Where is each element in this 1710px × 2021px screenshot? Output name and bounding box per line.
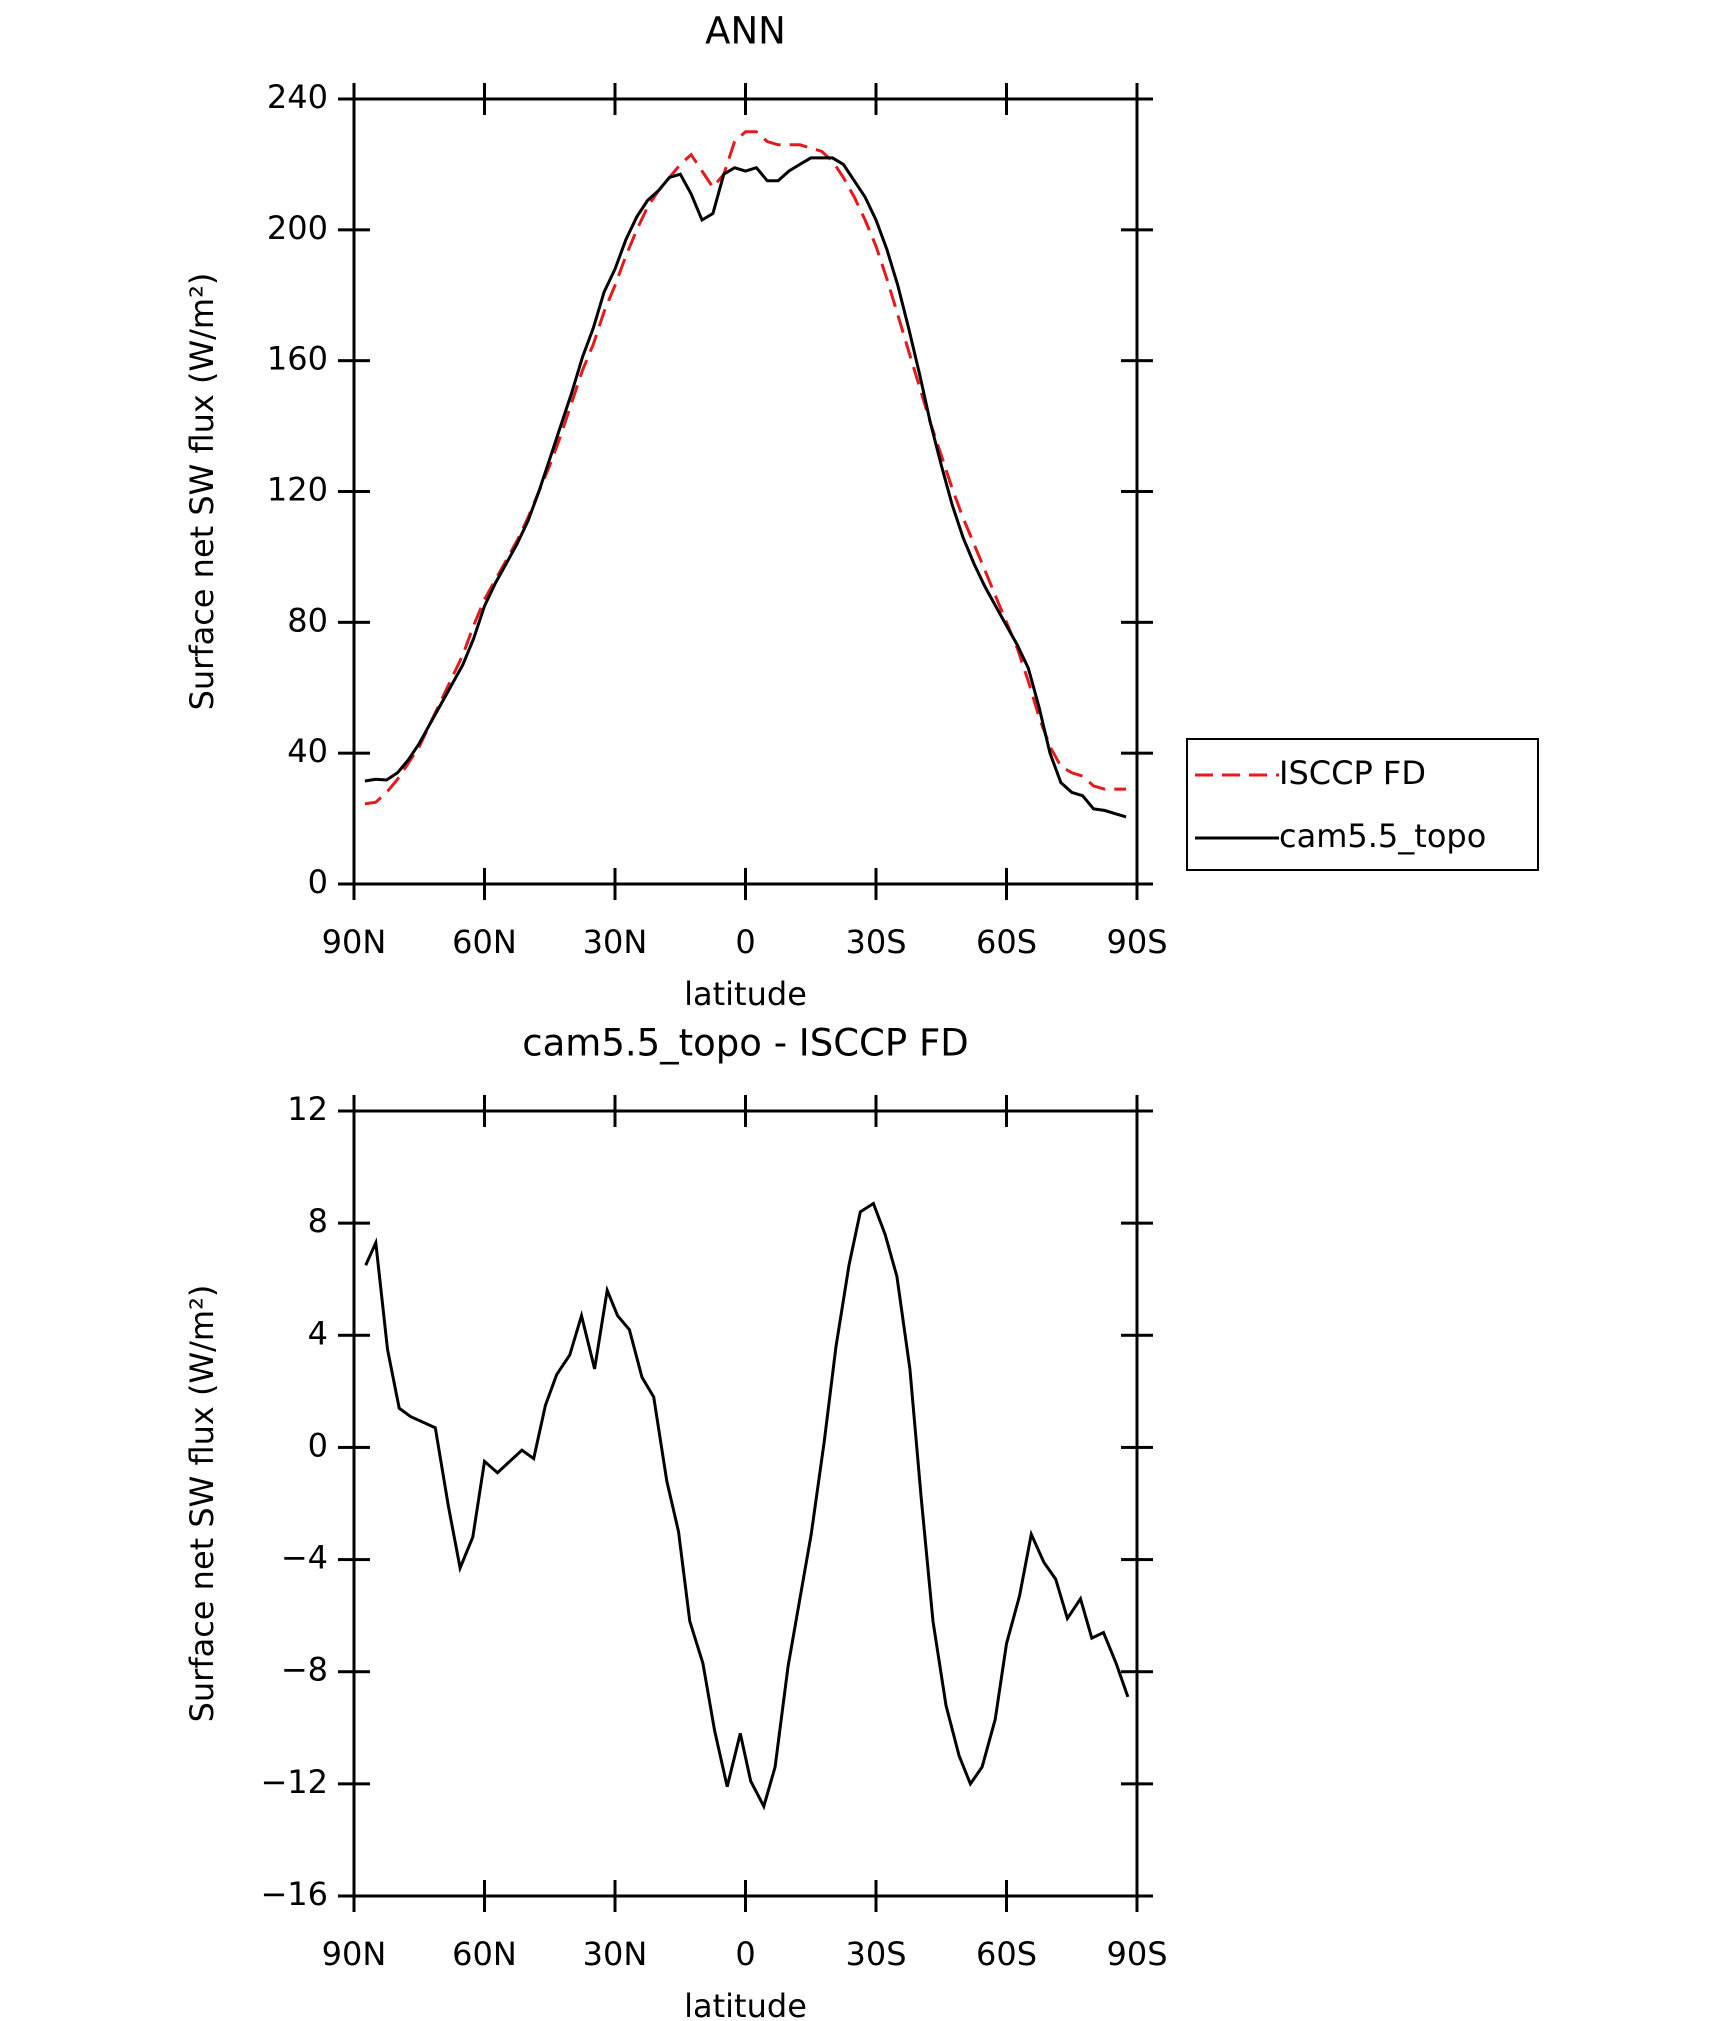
- chart-title: cam5.5_topo - ISCCP FD: [522, 1022, 968, 1065]
- x-tick-label: 60S: [976, 923, 1037, 961]
- x-tick-label: 90S: [1106, 923, 1167, 961]
- y-tick-label: 4: [308, 1314, 328, 1352]
- y-axis-label: Surface net SW flux (W/m²): [183, 1285, 221, 1723]
- y-axis-label: Surface net SW flux (W/m²): [183, 273, 221, 711]
- y-tick-label: 80: [287, 601, 328, 639]
- data-line: [364, 1201, 1130, 1811]
- x-axis-label: latitude: [684, 975, 807, 1013]
- x-tick-label: 90S: [1106, 1935, 1167, 1973]
- legend-label: ISCCP FD: [1279, 754, 1426, 792]
- x-tick-label: 90N: [322, 923, 387, 961]
- y-tick-label: −4: [281, 1539, 328, 1577]
- x-tick-label: 60N: [452, 1935, 517, 1973]
- y-tick-label: −16: [260, 1875, 328, 1913]
- chart: ANN latitude Surface net SW flux (W/m²) 0 40…: [183, 10, 1539, 1013]
- y-tick-label: 120: [267, 471, 328, 509]
- x-tick-label: 60N: [452, 923, 517, 961]
- y-tick-label: 200: [267, 209, 328, 247]
- x-tick-label: 0: [735, 1935, 755, 1973]
- x-tick-label: 60S: [976, 1935, 1037, 1973]
- x-tick-label: 30N: [583, 1935, 648, 1973]
- x-tick-label: 30S: [845, 1935, 906, 1973]
- y-tick-label: −12: [260, 1763, 328, 1801]
- data-line: [364, 156, 1127, 819]
- x-axis-label: latitude: [684, 1987, 807, 2021]
- y-tick-label: 160: [267, 340, 328, 378]
- y-tick-label: 0: [308, 863, 328, 901]
- legend-box: [1186, 738, 1539, 871]
- y-tick-label: 240: [267, 78, 328, 116]
- plot-frame: [352, 1109, 1139, 1898]
- y-tick-label: 12: [287, 1090, 328, 1128]
- chart-title: ANN: [705, 10, 786, 53]
- y-tick-label: 8: [308, 1202, 328, 1240]
- y-tick-label: −8: [281, 1651, 328, 1689]
- chart: cam5.5_topo - ISCCP FD latitude Surface ne…: [183, 1022, 1168, 2021]
- x-tick-label: 30S: [845, 923, 906, 961]
- legend-label: cam5.5_topo: [1279, 817, 1486, 855]
- y-tick-label: 40: [287, 732, 328, 770]
- plot-frame: [352, 97, 1139, 886]
- x-tick-label: 90N: [322, 1935, 387, 1973]
- data-line: [364, 130, 1127, 806]
- x-tick-label: 0: [735, 923, 755, 961]
- x-tick-label: 30N: [583, 923, 648, 961]
- y-tick-label: 0: [308, 1426, 328, 1464]
